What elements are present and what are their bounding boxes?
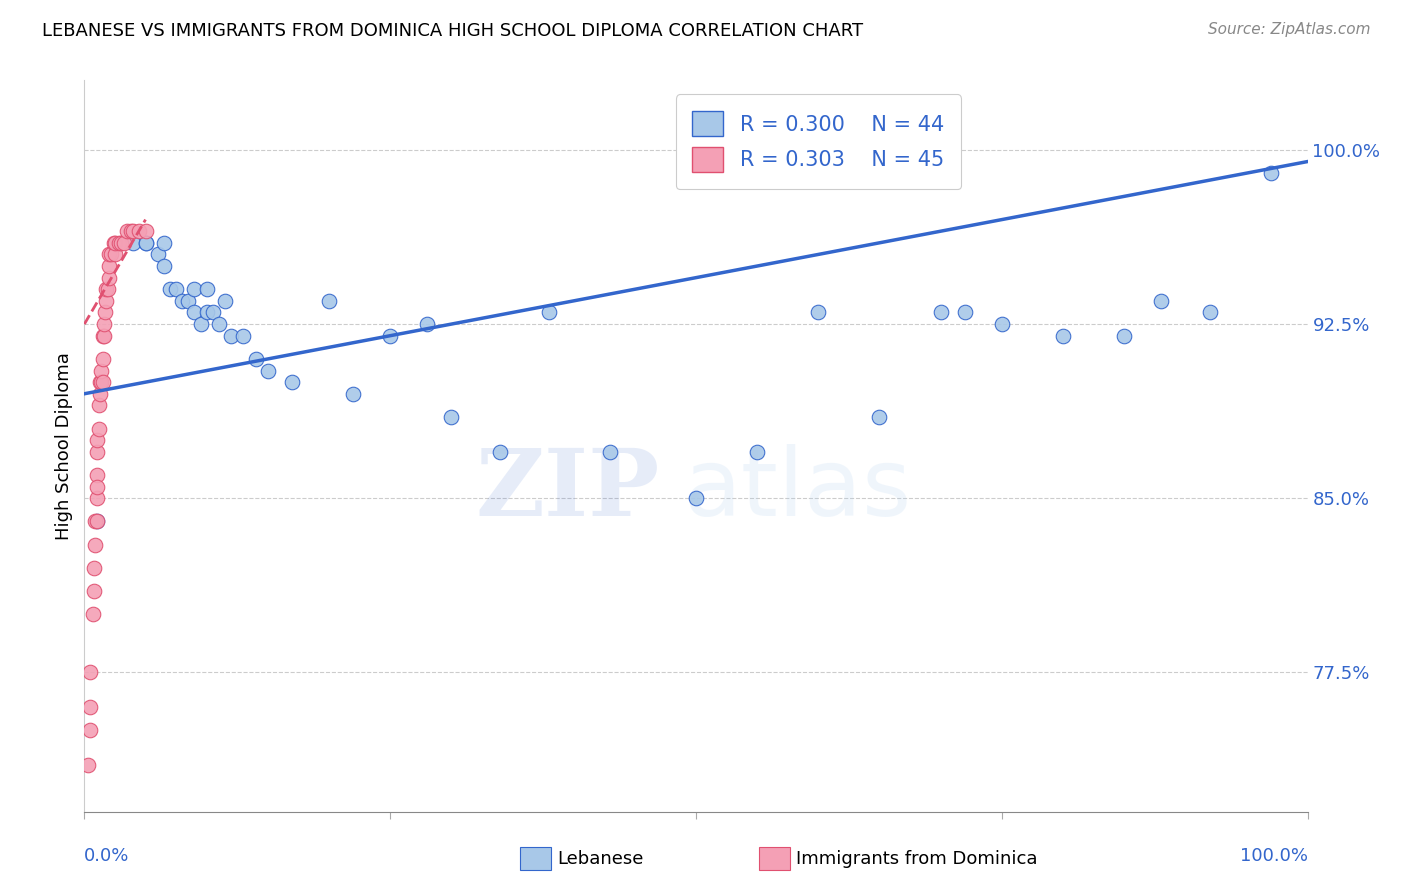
Point <box>990 317 1012 331</box>
Point <box>97 259 120 273</box>
Point <box>86 491 108 506</box>
Point <box>183 282 205 296</box>
Point <box>93 328 115 343</box>
Point <box>82 607 104 622</box>
Point <box>135 235 157 250</box>
Point <box>869 409 891 424</box>
Point <box>416 317 439 331</box>
Point <box>195 305 218 319</box>
Text: 0.0%: 0.0% <box>84 847 129 865</box>
Point <box>380 328 402 343</box>
Point <box>79 700 101 714</box>
Point <box>183 305 205 319</box>
Point <box>146 247 169 261</box>
Point <box>91 375 114 389</box>
Point <box>100 247 122 261</box>
Point <box>135 235 157 250</box>
Point <box>153 235 176 250</box>
Point <box>489 445 512 459</box>
Point <box>1260 166 1282 180</box>
Point <box>86 445 108 459</box>
Point <box>104 235 127 250</box>
Point <box>87 398 110 412</box>
Point <box>112 235 135 250</box>
Point <box>90 363 112 377</box>
Point <box>953 305 976 319</box>
Text: Immigrants from Dominica: Immigrants from Dominica <box>796 850 1038 868</box>
Point <box>1114 328 1136 343</box>
Point <box>79 723 101 738</box>
Point <box>342 386 364 401</box>
Point <box>91 351 114 366</box>
Point <box>685 491 707 506</box>
Point <box>110 235 132 250</box>
Point <box>97 247 120 261</box>
Point <box>159 282 181 296</box>
Text: atlas: atlas <box>683 444 912 536</box>
Point <box>83 584 105 599</box>
Point <box>214 293 236 308</box>
Point <box>79 665 101 680</box>
Point <box>177 293 200 308</box>
Point <box>172 293 194 308</box>
Point <box>86 433 108 447</box>
Point <box>747 445 769 459</box>
Point <box>86 515 108 529</box>
Point <box>538 305 561 319</box>
Point <box>89 386 111 401</box>
Point <box>1198 305 1220 319</box>
Point <box>107 235 129 250</box>
Point <box>165 282 187 296</box>
Point <box>86 480 108 494</box>
Point <box>257 363 280 377</box>
Point <box>153 259 176 273</box>
Y-axis label: High School Diploma: High School Diploma <box>55 352 73 540</box>
Point <box>122 235 145 250</box>
Text: Source: ZipAtlas.com: Source: ZipAtlas.com <box>1208 22 1371 37</box>
Point <box>90 375 112 389</box>
Point <box>1052 328 1074 343</box>
Point <box>135 224 157 238</box>
Point <box>96 282 118 296</box>
Text: 100.0%: 100.0% <box>1240 847 1308 865</box>
Text: LEBANESE VS IMMIGRANTS FROM DOMINICA HIGH SCHOOL DIPLOMA CORRELATION CHART: LEBANESE VS IMMIGRANTS FROM DOMINICA HIG… <box>42 22 863 40</box>
Point <box>104 247 127 261</box>
Point <box>599 445 621 459</box>
Point <box>87 421 110 435</box>
Point <box>97 282 120 296</box>
Point <box>77 758 100 772</box>
Point <box>195 282 218 296</box>
Point <box>103 235 125 250</box>
Point <box>440 409 463 424</box>
Point <box>89 375 111 389</box>
Point <box>120 224 142 238</box>
Point <box>208 317 231 331</box>
Point <box>94 305 117 319</box>
Point <box>122 224 145 238</box>
Point <box>201 305 224 319</box>
Point <box>929 305 952 319</box>
Point <box>97 270 120 285</box>
Point <box>1150 293 1173 308</box>
Point <box>807 305 830 319</box>
Point <box>84 538 107 552</box>
Point <box>86 515 108 529</box>
Point <box>115 224 138 238</box>
Text: ZIP: ZIP <box>475 445 659 535</box>
Text: Lebanese: Lebanese <box>557 850 643 868</box>
Point <box>96 293 118 308</box>
Point <box>83 561 105 575</box>
Point <box>318 293 340 308</box>
Point <box>91 328 114 343</box>
Point <box>93 317 115 331</box>
Point <box>219 328 242 343</box>
Point <box>245 351 267 366</box>
Point <box>281 375 304 389</box>
Legend: R = 0.300    N = 44, R = 0.303    N = 45: R = 0.300 N = 44, R = 0.303 N = 45 <box>675 95 962 189</box>
Point <box>84 515 107 529</box>
Point <box>190 317 212 331</box>
Point <box>232 328 254 343</box>
Point <box>86 468 108 483</box>
Point <box>128 224 150 238</box>
